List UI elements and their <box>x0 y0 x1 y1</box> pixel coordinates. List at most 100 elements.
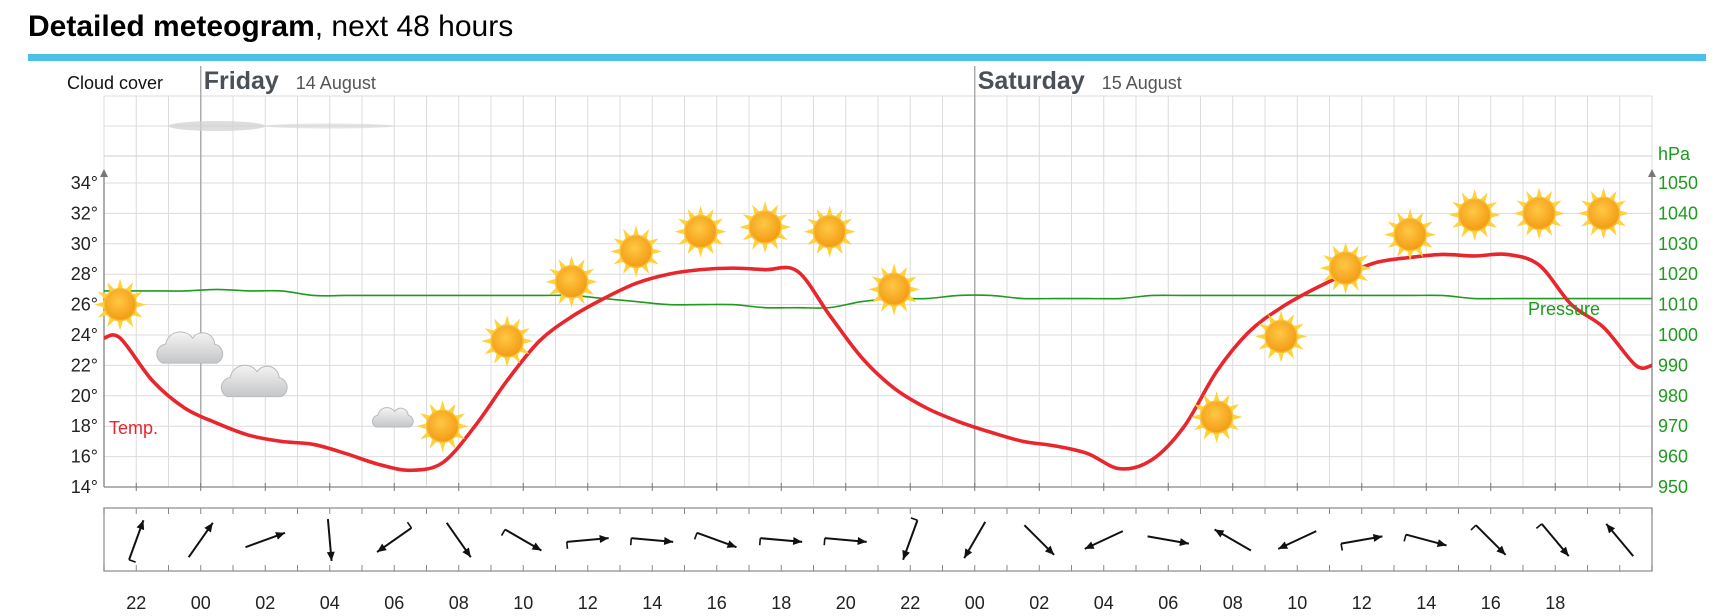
sun-icon <box>1577 187 1630 240</box>
y-left-tick-label: 24° <box>71 325 98 345</box>
sun-disc <box>748 210 782 244</box>
wind-barb <box>566 541 569 549</box>
sun-ray <box>844 228 856 235</box>
sun-ray <box>1471 188 1478 201</box>
sun-ray <box>586 278 598 286</box>
wind-head <box>275 532 285 540</box>
wind-head <box>1372 533 1383 542</box>
wind-barb <box>1340 543 1344 551</box>
sun-ray <box>1295 333 1308 340</box>
sun-ray <box>761 201 769 213</box>
wind-arrow <box>245 531 286 549</box>
sun-ray <box>568 296 575 308</box>
temp-series-label: Temp. <box>109 418 158 438</box>
wind-arrow <box>902 517 919 561</box>
sun-ray <box>94 301 106 308</box>
sun-ray <box>1255 333 1267 340</box>
y-right-tick-label: 1000 <box>1658 325 1698 345</box>
sun-icon <box>868 263 921 316</box>
day-name-label: Friday <box>204 67 279 95</box>
wind-arrow <box>326 518 335 562</box>
wind-arrow <box>1214 528 1252 552</box>
chart-text: 14° 16° 18° 20° 22° 24° 26° 28° 30° 32° 34° 950 960 9… <box>67 67 1698 613</box>
cloud-icon <box>156 331 224 364</box>
sun-ray <box>1577 210 1589 217</box>
y-left-tick-label: 18° <box>71 416 98 436</box>
cloud-icon <box>220 364 288 398</box>
wind-head <box>204 522 213 533</box>
pressure-series-label: Pressure <box>1528 299 1600 319</box>
sun-ray <box>890 304 898 316</box>
cloud-cover-row <box>168 121 395 131</box>
cloud-cover-band <box>168 121 266 131</box>
sun-ray <box>1190 413 1202 421</box>
y-left-tick-label: 30° <box>71 234 98 254</box>
x-tick-label: 12 <box>1352 593 1372 613</box>
x-tick-label: 16 <box>707 593 727 613</box>
wind-barb <box>1535 523 1543 530</box>
sun-ray <box>1406 208 1414 221</box>
sun-ray <box>1618 210 1630 217</box>
sun-icon <box>481 315 534 368</box>
wind-head <box>462 547 471 558</box>
x-tick-label: 22 <box>900 593 920 613</box>
wind-arrow <box>1147 535 1190 547</box>
wind-head <box>1179 538 1189 547</box>
sun-ray <box>457 422 469 430</box>
wind-arrow <box>566 534 609 549</box>
sun-icon <box>545 255 598 308</box>
page-title: Detailed meteogram, next 48 hours <box>28 10 513 44</box>
sun-icon <box>739 201 792 254</box>
title-rest: , next 48 hours <box>314 10 514 43</box>
wind-head <box>663 537 674 546</box>
temperature-line <box>103 252 1653 473</box>
sun-ray <box>1600 228 1607 240</box>
sun-disc <box>1522 196 1556 231</box>
wind-head <box>726 540 737 548</box>
wind-arrow <box>693 531 737 549</box>
sun-ray <box>632 225 640 237</box>
y-left-tick-label: 26° <box>71 295 98 315</box>
sun-ray <box>761 241 769 254</box>
y-left-tick-label: 22° <box>71 355 98 375</box>
sun-ray <box>1448 211 1460 219</box>
sun-ray <box>439 440 446 453</box>
sun-disc <box>1586 196 1621 231</box>
wind-head <box>1278 541 1289 549</box>
wind-barb <box>500 529 506 536</box>
sun-ray <box>439 400 446 412</box>
sun-ray <box>779 223 792 231</box>
x-tick-label: 04 <box>1094 593 1114 613</box>
sun-ray <box>803 228 815 235</box>
pressure-unit-label: hPa <box>1658 144 1691 164</box>
y-left-tick-label: 20° <box>71 386 98 406</box>
x-tick-label: 04 <box>320 593 340 613</box>
sun-ray <box>1213 431 1220 444</box>
sun-ray <box>739 223 751 231</box>
x-tick-label: 10 <box>1287 593 1307 613</box>
sun-ray <box>1489 211 1501 219</box>
x-tick-label: 06 <box>1158 593 1178 613</box>
wind-arrow <box>445 522 472 558</box>
cloud-shape <box>220 364 288 398</box>
moon-icon <box>1076 370 1093 403</box>
wind-arrow <box>1605 523 1635 557</box>
y-left-tick-label: 28° <box>71 264 98 284</box>
wind-arrow <box>1023 524 1055 556</box>
sun-ray <box>908 286 921 293</box>
cloud-cover-band <box>265 123 395 129</box>
sun-ray <box>697 205 704 218</box>
wind-row-frame <box>103 507 1653 572</box>
wind-arrow <box>629 537 674 546</box>
x-tick-label: 08 <box>1223 593 1243 613</box>
wind-arrow <box>823 537 867 546</box>
sun-icon <box>94 278 147 331</box>
moon-icon <box>947 320 964 353</box>
x-tick-label: 00 <box>965 593 985 613</box>
sun-disc <box>1393 217 1427 252</box>
day-date-label: 15 August <box>1102 73 1182 93</box>
wind-barb <box>629 538 633 546</box>
sun-ray <box>632 266 640 278</box>
x-tick-label: 12 <box>578 593 598 613</box>
cloud-shape <box>371 407 414 428</box>
